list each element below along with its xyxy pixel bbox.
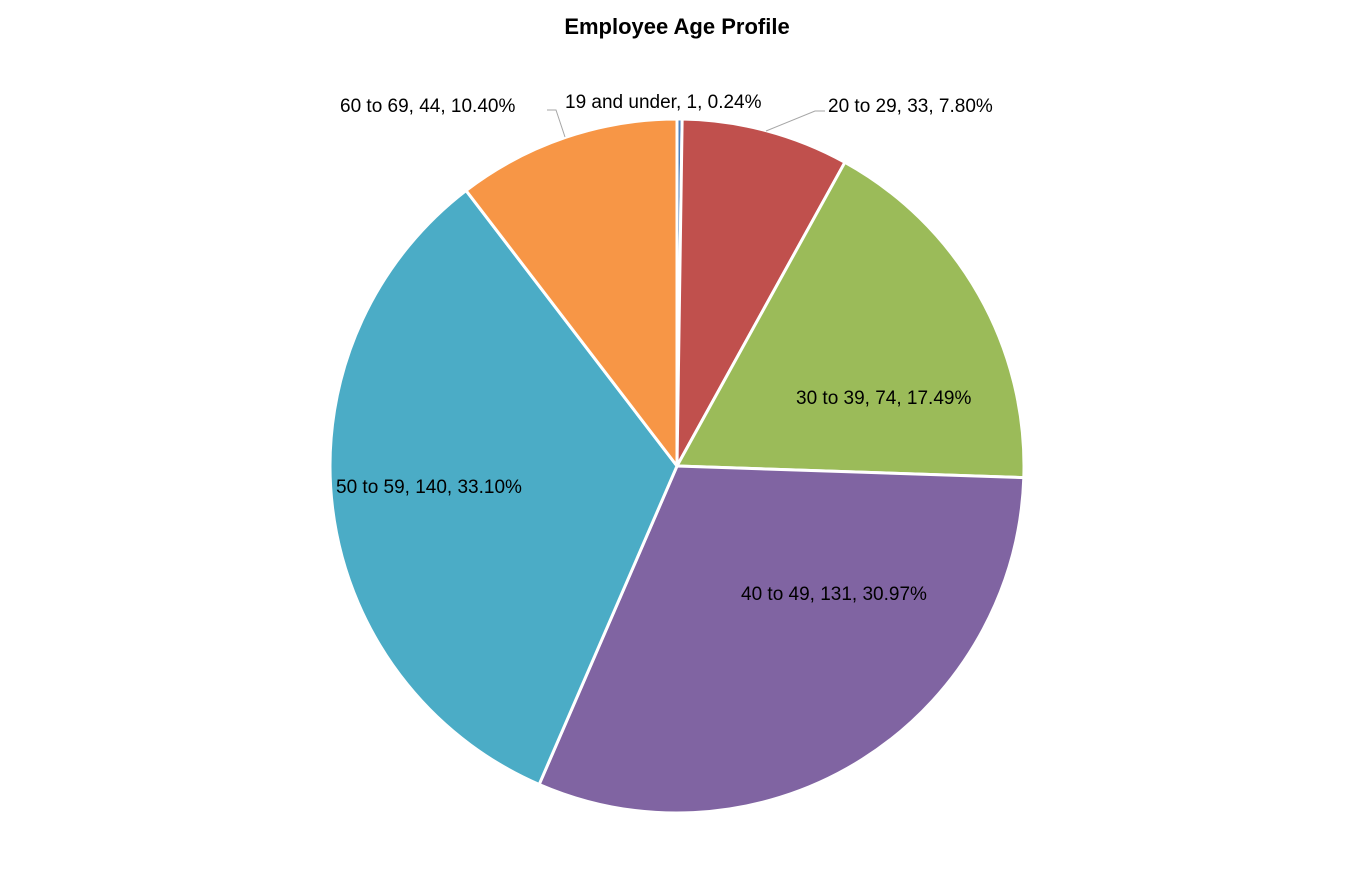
data-label-60-to-69: 60 to 69, 44, 10.40% (340, 96, 515, 117)
pie-slice-50-to-59 (328, 189, 679, 786)
data-label-50-to-59: 50 to 59, 140, 33.10% (336, 477, 522, 498)
pie-slice-40-to-49 (537, 464, 1026, 815)
pie-slice-60-to-69 (464, 117, 679, 468)
data-label-40-to-49: 40 to 49, 131, 30.97% (741, 584, 927, 605)
leader-line-60-to-69 (547, 109, 566, 138)
data-label-30-to-39: 30 to 39, 74, 17.49% (796, 388, 971, 409)
data-label-20-to-29: 20 to 29, 33, 7.80% (828, 96, 993, 117)
chart-title: Employee Age Profile (564, 14, 790, 39)
leader-line-20-to-29 (765, 110, 825, 132)
leader-lines (547, 109, 825, 138)
data-label-19-and-under: 19 and under, 1, 0.24% (565, 92, 762, 113)
pie-slice-30-to-39 (675, 160, 1026, 480)
pie-slices (328, 117, 1026, 815)
data-labels: 19 and under, 1, 0.24% 20 to 29, 33, 7.8… (336, 92, 993, 605)
